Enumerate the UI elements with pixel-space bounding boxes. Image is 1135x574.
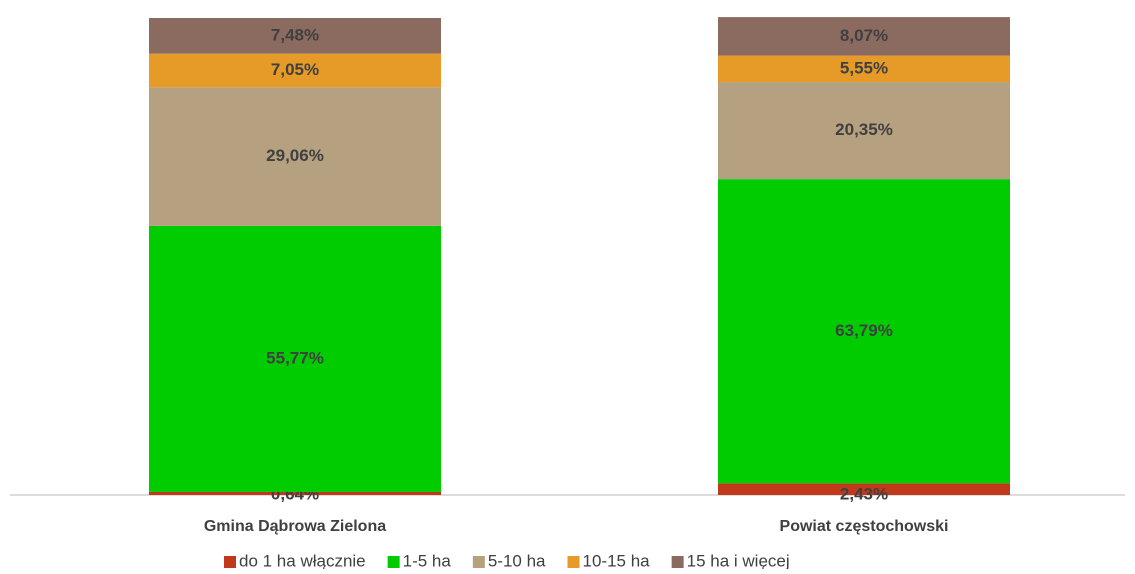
data-label: 5,55% — [840, 58, 888, 77]
x-tick-label: Gmina Dąbrowa Zielona — [204, 518, 386, 535]
x-tick-label: Powiat częstochowski — [780, 518, 949, 535]
legend-swatch — [224, 556, 236, 568]
data-label: 20,35% — [835, 120, 893, 139]
legend-label: 1-5 ha — [403, 551, 452, 569]
bar-segment — [149, 87, 441, 226]
bar-segment — [718, 55, 1010, 83]
bar-segment — [149, 491, 441, 495]
data-label: 7,05% — [271, 60, 319, 79]
legend-swatch — [472, 556, 485, 568]
legend-swatch — [387, 556, 400, 568]
legend-label: 15 ha i więcej — [687, 551, 790, 569]
bar-segment — [149, 53, 441, 88]
bar-segment — [718, 483, 1010, 495]
legend-label: 5-10 ha — [488, 551, 546, 569]
legend-label: do 1 ha włącznie — [239, 551, 366, 569]
bar-segment — [149, 18, 441, 54]
legend-swatch — [671, 556, 684, 568]
legend-label: 10-15 ha — [583, 551, 651, 569]
data-label: 29,06% — [266, 146, 324, 165]
bar-segment — [718, 179, 1010, 484]
bar-segment — [718, 17, 1010, 56]
data-label: 8,07% — [840, 26, 888, 45]
data-label: 2,43% — [840, 484, 888, 503]
legend-swatch — [567, 556, 580, 568]
bar-segment — [149, 225, 441, 492]
data-label: 7,48% — [271, 25, 319, 44]
data-label: 63,79% — [835, 321, 893, 340]
bar-segment — [718, 82, 1010, 180]
data-label: 55,77% — [266, 348, 324, 367]
